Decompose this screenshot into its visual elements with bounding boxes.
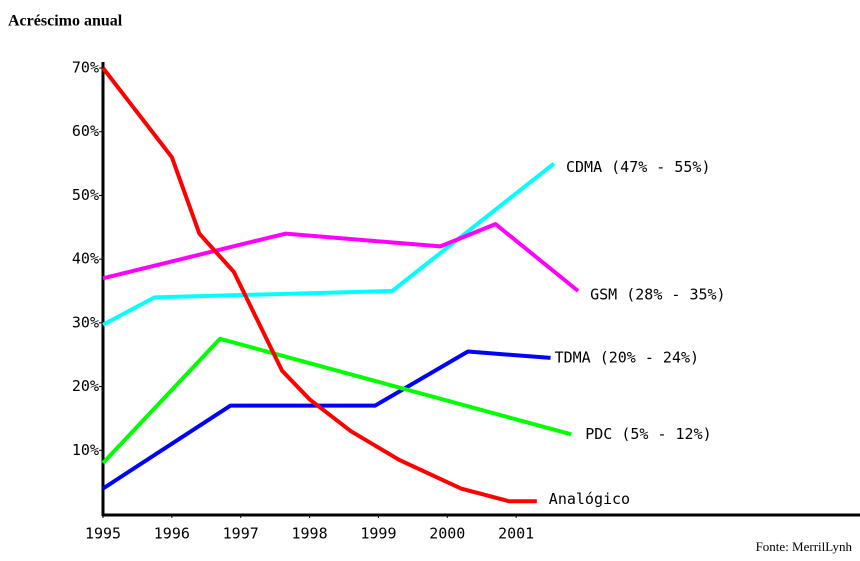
chart-title: Acréscimo anual (8, 13, 123, 30)
x-tick-label: 1995 (85, 525, 121, 543)
series-line (101, 336, 572, 465)
series-line (102, 161, 556, 327)
y-tick-label: 40% (72, 250, 99, 268)
x-tick-label: 1996 (154, 525, 190, 543)
y-tick-label: 50% (72, 186, 99, 204)
x-tick-label: 1997 (223, 525, 259, 543)
y-tick-label: 70% (72, 59, 99, 77)
y-tick-label: 10% (72, 441, 99, 459)
series-label: TDMA (20% - 24%) (555, 348, 700, 366)
series-line (101, 349, 551, 491)
source-note: Fonte: MerrilLynh (756, 539, 853, 554)
x-tick-label: 1999 (360, 525, 396, 543)
y-tick-label: 20% (72, 377, 99, 395)
series-label: PDC (5% - 12%) (585, 425, 711, 443)
series-line (101, 66, 537, 504)
y-tick-label: 60% (72, 122, 99, 140)
x-tick-label: 1998 (292, 525, 328, 543)
series-label: GSM (28% - 35%) (590, 286, 725, 304)
series-label: CDMA (47% - 55%) (566, 158, 711, 176)
y-tick-label: 30% (72, 313, 99, 331)
x-tick-label: 2000 (429, 525, 465, 543)
series-label: Analógico (549, 490, 630, 508)
x-tick-label: 2001 (498, 525, 534, 543)
series-line (102, 222, 580, 293)
